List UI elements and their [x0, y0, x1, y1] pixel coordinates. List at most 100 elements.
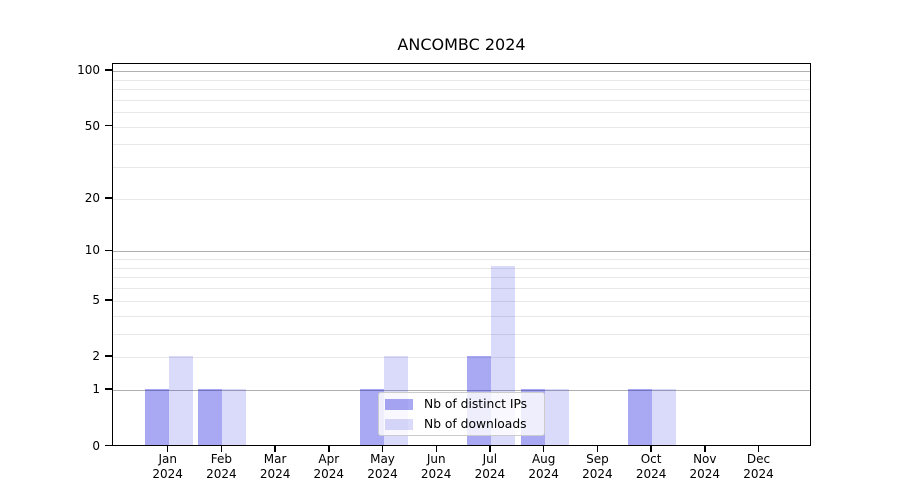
x-tick-aug: [542, 446, 545, 452]
minor-gridline-y70: [113, 99, 810, 101]
x-tick-label-aug: Aug 2024: [517, 452, 571, 482]
y-tick-label-10: 10: [84, 243, 100, 258]
x-tick-label-may: May 2024: [356, 452, 410, 482]
y-tick-label-20: 20: [84, 190, 100, 205]
x-tick-month-may: May: [370, 452, 395, 466]
legend-label-downloads: Nb of downloads: [424, 417, 527, 431]
x-tick-year-feb: 2024: [206, 467, 237, 481]
x-tick-year-mar: 2024: [259, 467, 291, 481]
x-tick-mar: [274, 446, 276, 452]
bar-distinct-ips-oct: [628, 388, 653, 445]
minor-gridline-y6: [113, 288, 810, 290]
y-tick-100: [105, 69, 112, 71]
x-tick-year-may: 2024: [367, 467, 398, 481]
plot-area: [112, 63, 811, 446]
x-tick-year-aug: 2024: [528, 467, 559, 481]
x-tick-month-apr: Apr: [318, 452, 340, 466]
minor-gridline-y5: [113, 300, 810, 302]
minor-gridline-y4: [113, 315, 810, 317]
x-tick-month-jun: Jun: [426, 452, 446, 466]
minor-gridline-y9: [113, 259, 810, 261]
major-gridline-y100: [113, 71, 810, 73]
chart-title: ANCOMBC 2024: [397, 35, 526, 54]
y-tick-label-0: 0: [92, 438, 100, 453]
x-tick-year-jul: 2024: [474, 467, 506, 481]
x-tick-month-jul: Jul: [482, 452, 498, 466]
y-tick-1: [105, 388, 112, 390]
x-tick-month-feb: Feb: [210, 452, 233, 466]
x-tick-label-apr: Apr 2024: [302, 452, 356, 482]
bar-distinct-ips-feb: [198, 388, 223, 445]
x-tick-year-dec: 2024: [743, 467, 774, 481]
x-tick-month-dec: Dec: [746, 452, 771, 466]
y-tick-10: [105, 249, 112, 252]
x-tick-year-jan: 2024: [152, 467, 183, 481]
x-tick-label-jun: Jun 2024: [409, 452, 463, 482]
minor-gridline-y90: [113, 79, 810, 81]
bar-downloads-oct: [652, 388, 677, 445]
minor-gridline-y40: [113, 144, 810, 146]
y-tick-5: [105, 299, 112, 301]
x-tick-jan: [166, 446, 169, 452]
bar-downloads-aug: [544, 388, 569, 445]
x-tick-label-mar: Mar 2024: [248, 452, 302, 482]
x-tick-month-aug: Aug: [531, 452, 556, 466]
x-tick-label-sep: Sep 2024: [570, 452, 624, 482]
x-tick-month-jan: Jan: [158, 452, 177, 466]
y-tick-2: [105, 355, 112, 357]
x-tick-label-oct: Oct 2024: [624, 452, 678, 482]
x-tick-label-dec: Dec 2024: [732, 452, 786, 482]
x-tick-month-mar: Mar: [263, 452, 287, 466]
x-tick-year-nov: 2024: [689, 467, 721, 481]
bar-downloads-jan: [168, 355, 193, 445]
x-tick-feb: [220, 446, 223, 452]
x-tick-nov: [704, 446, 706, 452]
legend-swatch-distinct-ips: [385, 398, 413, 410]
legend-item-distinct-ips: Nb of distinct IPs: [385, 396, 544, 412]
bar-downloads-feb: [222, 388, 247, 445]
x-tick-apr: [328, 446, 330, 452]
minor-gridline-y50: [113, 126, 810, 128]
x-tick-label-jul: Jul 2024: [463, 452, 517, 482]
minor-gridline-y8: [113, 267, 810, 269]
x-tick-oct: [650, 446, 652, 452]
x-tick-year-oct: 2024: [635, 467, 667, 481]
x-tick-month-sep: Sep: [586, 452, 609, 466]
x-tick-label-jan: Jan 2024: [141, 452, 195, 482]
legend-label-distinct-ips: Nb of distinct IPs: [424, 397, 528, 411]
y-tick-0: [105, 444, 112, 447]
x-tick-year-jun: 2024: [420, 467, 452, 481]
major-gridline-y1: [113, 390, 810, 392]
legend: Nb of distinct IPs Nb of downloads: [378, 392, 545, 436]
x-tick-year-sep: 2024: [582, 467, 613, 481]
bar-distinct-ips-jan: [144, 388, 169, 445]
minor-gridline-y20: [113, 198, 810, 200]
x-tick-sep: [596, 446, 599, 452]
minor-gridline-y80: [113, 89, 810, 90]
x-tick-month-oct: Oct: [640, 452, 662, 466]
y-tick-50: [105, 124, 112, 127]
legend-item-downloads: Nb of downloads: [385, 416, 544, 432]
y-tick-label-5: 5: [92, 292, 100, 307]
minor-gridline-y60: [113, 112, 810, 114]
x-tick-may: [381, 446, 384, 452]
minor-gridline-y2: [113, 357, 810, 359]
y-tick-label-1: 1: [92, 382, 100, 397]
major-gridline-y10: [113, 251, 810, 253]
x-tick-label-nov: Nov 2024: [678, 452, 732, 482]
x-tick-month-nov: Nov: [693, 452, 717, 466]
x-tick-jul: [489, 446, 491, 452]
x-tick-year-apr: 2024: [313, 467, 345, 481]
x-tick-jun: [435, 446, 437, 452]
y-tick-label-50: 50: [84, 118, 100, 133]
y-tick-20: [105, 197, 112, 199]
x-tick-label-feb: Feb 2024: [194, 452, 248, 482]
minor-gridline-y3: [113, 333, 810, 335]
y-tick-label-2: 2: [92, 349, 100, 364]
minor-gridline-y7: [113, 277, 810, 279]
x-tick-dec: [757, 446, 760, 452]
minor-gridline-y30: [113, 167, 810, 169]
y-tick-label-100: 100: [77, 63, 100, 78]
legend-swatch-downloads: [385, 418, 413, 430]
